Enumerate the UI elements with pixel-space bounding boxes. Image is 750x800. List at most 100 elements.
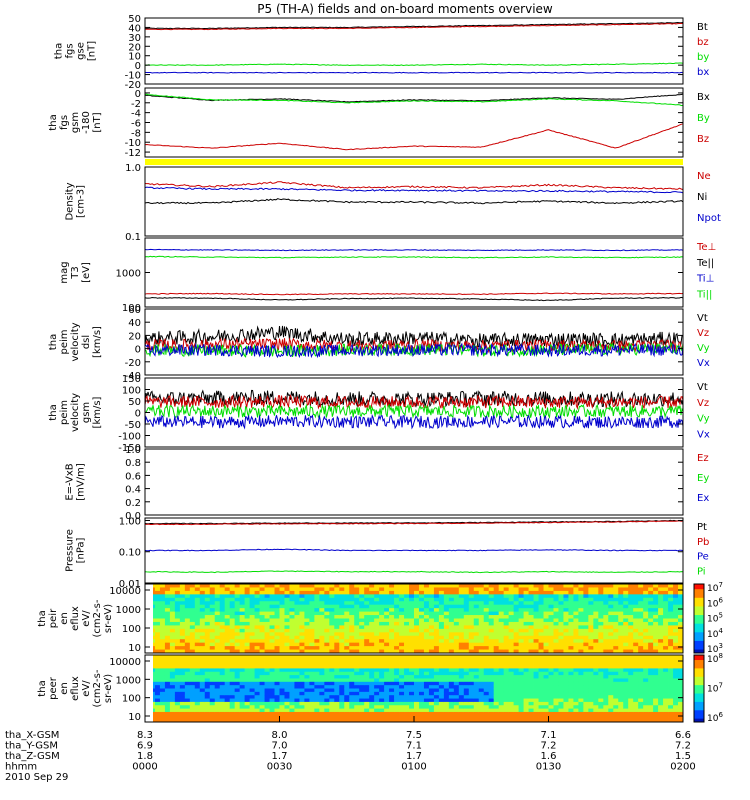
spectrogram-cell [473,639,480,644]
spectrogram-cell [448,718,455,723]
colorbar-segment [694,649,704,652]
spectrogram-cell [588,665,594,669]
spectrogram-cell [673,639,679,644]
spectrogram-cell [558,621,564,626]
spectrogram-cell [369,597,375,602]
spectrogram-cell [329,695,335,699]
spectrogram-cell [274,615,280,619]
spectrogram-cell [274,584,280,588]
spectrogram-cell [314,604,320,609]
spectrogram-cell [289,698,295,703]
spectrogram-cell [199,675,206,679]
spectrogram-cell [498,649,505,654]
spectrogram-cell [513,597,520,602]
spectrogram-cell [344,668,350,673]
spectrogram-cell [164,590,171,595]
spectrogram-cell [443,649,450,654]
panel-peim_velocity_dsl: VtVzVyVx6040200-20-40thapeimvelocitydsl[… [48,305,710,382]
spectrogram-cell [593,661,599,666]
spectrogram-cell [583,632,589,637]
spectrogram-cell [483,681,490,686]
spectrogram-cell [289,668,295,673]
spectrogram-cell [314,646,320,650]
spectrogram-cell [234,625,241,630]
spectrogram-cell [354,590,360,595]
spectrogram-cell [354,711,360,716]
spectrogram-cell [279,646,285,650]
spectrogram-cell [174,625,181,630]
spectrogram-cell [174,628,181,633]
spectrogram-cell [344,655,350,659]
spectrogram-cell [453,681,460,686]
spectrogram-cell [598,705,604,709]
spectrogram-cell [324,668,330,673]
spectrogram-cell [663,646,669,650]
spectrogram-cell [414,665,420,669]
spectrogram-cell [164,661,171,666]
spectrogram-cell [369,604,375,609]
spectrogram-cell [234,639,241,644]
spectrogram-cell [533,695,539,699]
spectrogram-cell [299,621,305,626]
spectrogram-cell [603,628,609,633]
spectrogram-cell [453,685,460,689]
spectrogram-cell [314,618,320,623]
spectrogram-cell [418,597,425,602]
spectrogram-cell [508,711,515,716]
colorbar-segment [694,632,704,635]
spectrogram-cell [259,685,265,689]
spectrogram-cell [189,675,196,679]
spectrogram-cell [418,661,425,666]
spectrogram-cell [179,691,186,696]
spectrogram-cell [284,691,290,696]
spectrogram-cell [518,688,524,693]
spectrogram-cell [583,635,589,640]
spectrogram-cell [533,705,539,709]
spectrogram-cell [673,695,679,699]
spectrogram-cell [533,668,539,673]
spectrogram-cell [309,601,315,606]
colorbar-segment [694,620,704,623]
spectrogram-cell [414,655,420,659]
spectrogram-cell [354,718,360,723]
spectrogram-cell [568,705,574,709]
spectrogram-cell [254,597,260,602]
spectrogram-cell [533,632,539,637]
spectrogram-cell [598,608,604,612]
spectrogram-cell [214,681,221,686]
spectrogram-cell [518,611,524,616]
spectrogram-cell [503,608,510,612]
spectrogram-cell [423,678,430,683]
spectrogram-cell [339,597,345,602]
spectrogram-cell [453,584,460,588]
spectrogram-cell [448,587,455,592]
spectrogram-cell [528,685,534,689]
spectrogram-cell [319,632,325,637]
spectrogram-cell [359,681,365,686]
spectrogram-cell [663,691,669,696]
spectrogram-cell [179,587,186,592]
spectrogram-cell [673,625,679,630]
spectrogram-cell [349,611,355,616]
spectrogram-cell [523,601,529,606]
spectrogram-cell [159,611,166,616]
spectrogram-cell [623,608,629,612]
spectrogram-cell [678,601,684,606]
spectrogram-cell [244,649,251,654]
spectrogram-cell [334,681,340,686]
spectrogram-cell [678,665,684,669]
spectrogram-cell [518,618,524,623]
spectrogram-cell [628,639,634,644]
spectrogram-cell [249,675,255,679]
spectrogram-cell [443,698,450,703]
spectrogram-cell [224,681,231,686]
spectrogram-cell [179,594,186,599]
spectrogram-cell [274,715,280,720]
spectrogram-cell [523,618,529,623]
spectrogram-cell [603,618,609,623]
spectrogram-cell [653,618,659,623]
spectrogram-cell [533,646,539,650]
spectrogram-cell [608,611,614,616]
spectrogram-cell [324,671,330,676]
spectrogram-cell [244,625,251,630]
